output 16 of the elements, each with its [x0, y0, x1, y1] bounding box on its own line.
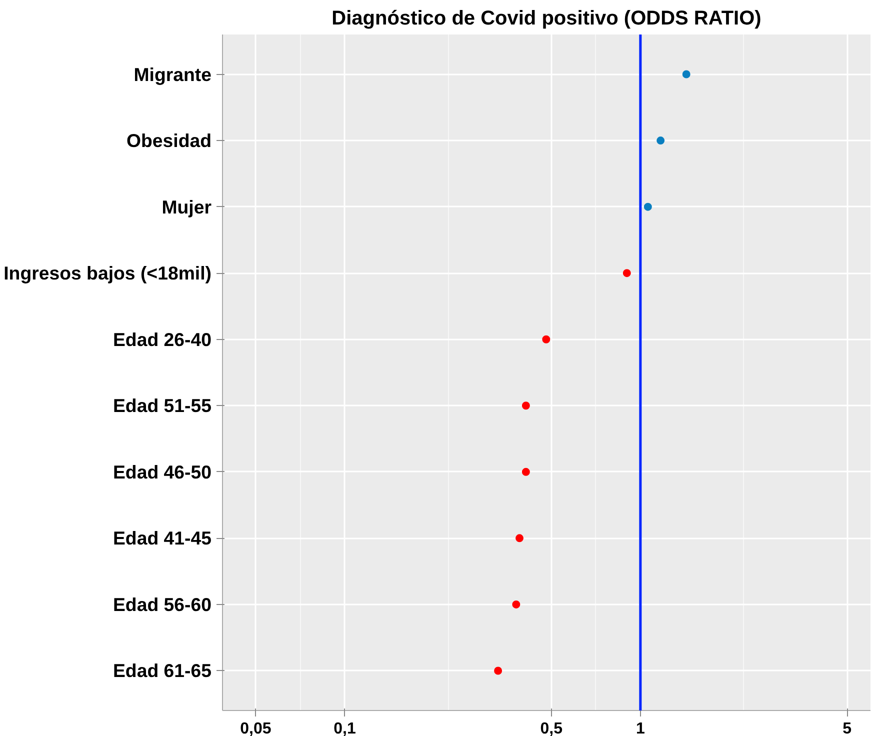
x-tick-label: 0,1 — [334, 720, 356, 736]
y-tick-label: Obesidad — [126, 130, 212, 152]
x-tick-label: 0,5 — [540, 720, 563, 736]
y-tick-label: Edad 46-50 — [112, 461, 212, 482]
y-tick-label: Edad 56-60 — [112, 594, 212, 615]
y-tick-label: Ingresos bajos (<18mil) — [4, 262, 212, 284]
y-tick-label: Edad 51-55 — [112, 395, 212, 416]
y-tick-label: Edad 41-45 — [112, 528, 212, 549]
chart-title: Diagnóstico de Covid positivo (ODDS RATIO) — [332, 8, 762, 30]
y-tick-label: Edad 26-40 — [112, 328, 212, 350]
x-tick-label: 0,05 — [240, 720, 272, 736]
y-tick-label: Mujer — [162, 196, 212, 218]
x-tick-label: 1 — [636, 720, 645, 736]
y-tick-label: Migrante — [134, 64, 212, 85]
x-tick-label: 5 — [842, 720, 852, 736]
y-tick-label: Edad 61-65 — [112, 660, 212, 682]
